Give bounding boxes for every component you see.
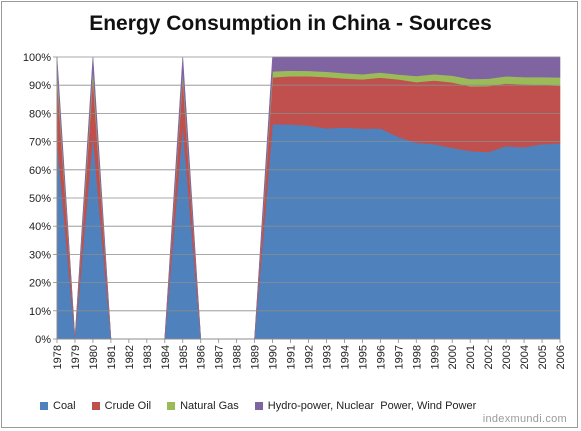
- x-tick-label: 1995: [357, 345, 369, 369]
- x-tick-label: 1980: [88, 345, 100, 369]
- x-tick-label: 2001: [465, 345, 477, 369]
- y-tick-label: 90%: [29, 80, 51, 92]
- legend-label: Coal: [53, 400, 76, 412]
- legend-item: Crude Oil: [91, 400, 152, 412]
- legend-label: Natural Gas: [180, 400, 239, 412]
- legend-swatch: [254, 402, 263, 410]
- x-tick-label: 2005: [537, 345, 549, 369]
- y-tick-label: 20%: [29, 278, 51, 290]
- x-tick-label: 1994: [339, 345, 351, 369]
- x-tick-label: 1998: [411, 345, 423, 369]
- y-tick-label: 0%: [35, 334, 51, 346]
- legend-swatch: [40, 402, 48, 410]
- x-tick-label: 2006: [555, 345, 567, 369]
- gridlines: [53, 56, 560, 340]
- x-tick-label: 1983: [142, 345, 154, 369]
- y-tick-label: 50%: [29, 193, 51, 205]
- x-tick-label: 2003: [501, 345, 513, 369]
- x-tick-label: 2002: [483, 345, 495, 369]
- y-tick-label: 70%: [29, 137, 51, 149]
- x-tick-label: 1996: [375, 345, 387, 369]
- legend-label: Hydro-power, Nuclear Power, Wind Power: [267, 400, 477, 412]
- legend: Coal Crude Oil Natural Gas Hydro-power, Nuc…: [40, 398, 492, 414]
- legend-label: Crude Oil: [104, 400, 152, 412]
- x-tick-label: 1978: [52, 345, 64, 369]
- x-tick-label: 1985: [178, 345, 190, 369]
- x-tick-label: 1999: [429, 345, 441, 369]
- x-tick-label: 2000: [447, 345, 459, 369]
- legend-item: Hydro-power, Nuclear Power, Wind Power: [254, 400, 477, 412]
- y-tick-label: 10%: [29, 306, 51, 318]
- x-tick-label: 1993: [321, 345, 333, 369]
- x-tick-label: 1991: [286, 345, 298, 369]
- x-tick-label: 1992: [304, 345, 316, 369]
- y-tick-label: 60%: [29, 165, 51, 177]
- x-tick-label: 1982: [124, 345, 136, 369]
- x-tick-labels: 1978 1979 1980 1981 1982 1983 1984 1985 1986 1987…: [52, 339, 567, 369]
- y-tick-label: 40%: [29, 221, 51, 233]
- x-tick-label: 2004: [519, 345, 531, 369]
- legend-item: Natural Gas: [167, 400, 239, 412]
- x-tick-label: 1981: [106, 345, 118, 369]
- x-tick-label: 1988: [232, 345, 244, 369]
- x-tick-label: 1990: [268, 345, 280, 369]
- x-tick-label: 1989: [250, 345, 262, 369]
- legend-item: Coal: [40, 400, 76, 412]
- y-tick-labels: 0% 10% 20% 30% 40% 50% 60% 70% 80% 90% 100%: [23, 52, 51, 346]
- legend-swatch: [167, 402, 176, 410]
- y-tick-label: 100%: [23, 52, 51, 64]
- x-tick-label: 1986: [196, 345, 208, 369]
- x-tick-label: 1987: [214, 345, 226, 369]
- x-tick-label: 1997: [393, 345, 405, 369]
- chart-title: Energy Consumption in China - Sources: [89, 12, 492, 35]
- x-tick-label: 1984: [160, 345, 172, 369]
- y-tick-label: 30%: [29, 249, 51, 261]
- watermark: indexmundi.com: [482, 413, 567, 425]
- y-tick-label: 80%: [29, 108, 51, 120]
- x-tick-label: 1979: [70, 345, 82, 369]
- legend-swatch: [91, 402, 100, 410]
